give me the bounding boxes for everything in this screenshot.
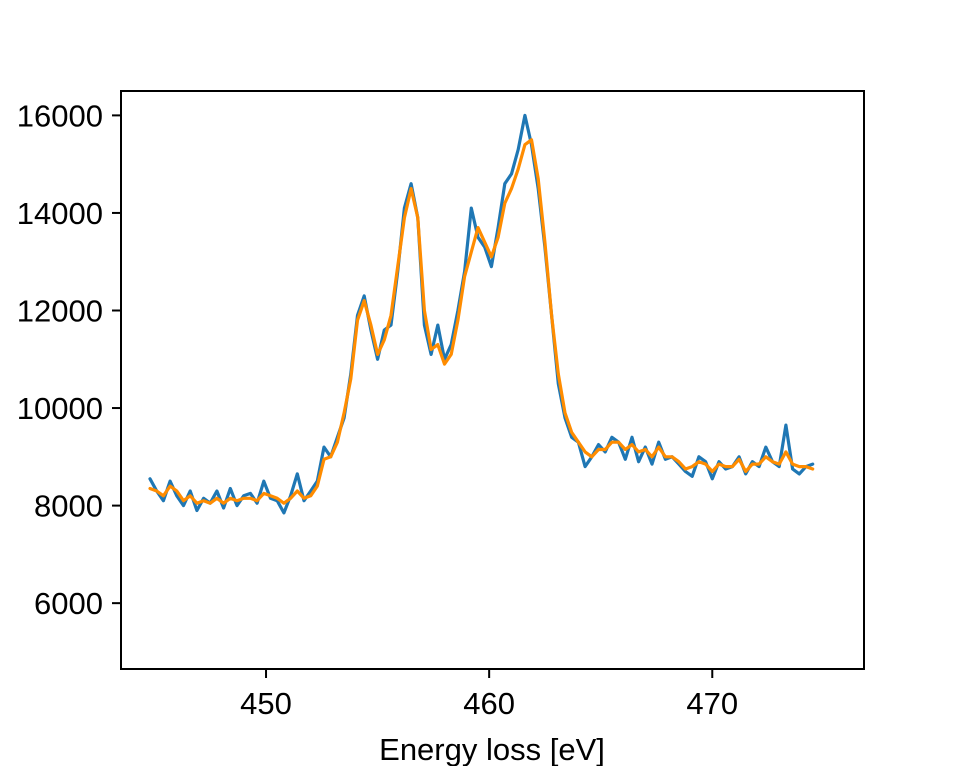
series-line-2 [148,138,815,505]
y-tick-label: 16000 [17,98,103,133]
x-tick-label: 470 [686,686,738,721]
series-layer [148,113,815,515]
x-axis: 450 460 470 [240,669,738,721]
y-tick-label: 8000 [34,489,103,524]
plot-area [121,91,864,669]
x-tick-label: 450 [240,686,292,721]
y-tick-label: 10000 [17,391,103,426]
x-axis-label: Energy loss [eV] [379,732,605,766]
y-tick-label: 12000 [17,293,103,328]
series-line-1 [148,113,815,515]
y-tick-label: 14000 [17,196,103,231]
y-axis: 6000 8000 10000 12000 14000 16000 [17,98,121,621]
x-tick-label: 460 [463,686,515,721]
plot-frame [120,90,865,670]
y-tick-label: 6000 [34,586,103,621]
